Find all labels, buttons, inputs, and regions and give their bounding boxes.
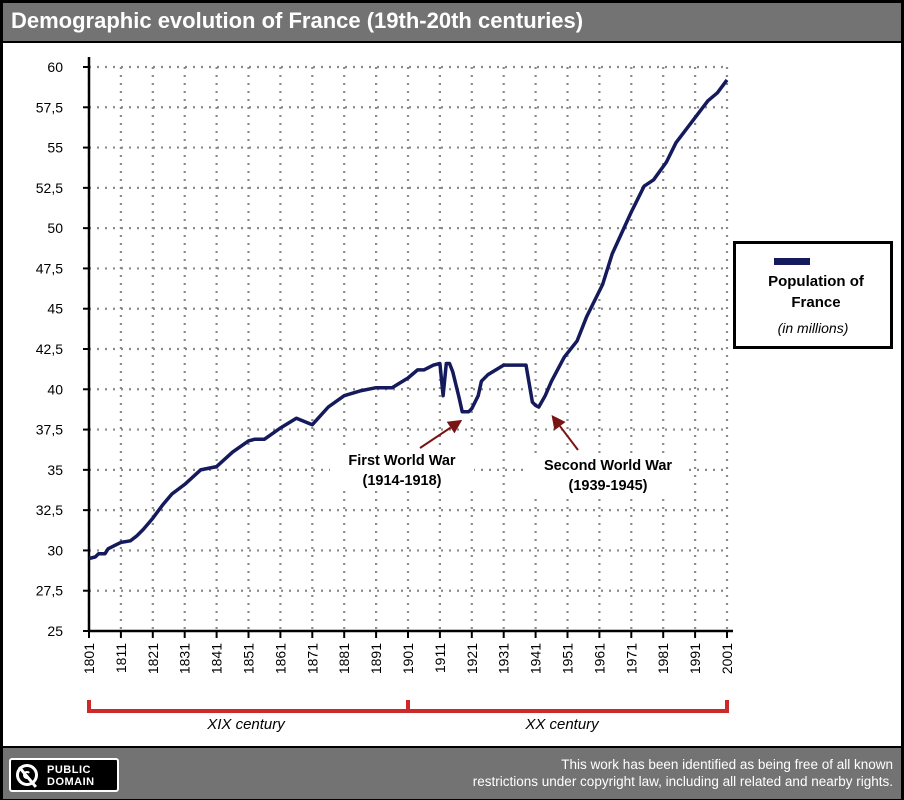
y-tick-label: 55 — [47, 140, 63, 156]
y-tick-label: 52,5 — [36, 180, 63, 196]
x-tick-label: 1961 — [591, 643, 607, 674]
legend-swatch — [774, 258, 810, 265]
century-bracket — [87, 700, 410, 713]
x-tick-label: 1941 — [528, 643, 544, 674]
x-tick-label: 1901 — [400, 643, 416, 674]
annotation-second-world-war: Second World War (1939-1945) — [528, 456, 688, 496]
annotation-arrow-head — [446, 419, 463, 434]
x-tick-label: 1821 — [145, 643, 161, 674]
y-tick-label: 35 — [47, 462, 63, 478]
annotation-ww2-years: (1939-1945) — [568, 478, 648, 494]
legend-label: Population of France — [768, 273, 864, 311]
annotation-first-world-war: First World War (1914-1918) — [330, 451, 474, 491]
legend-unit: (in millions) — [777, 320, 849, 336]
legend: Population of France (in millions) — [733, 241, 893, 349]
annotation-arrow-head — [551, 415, 566, 431]
annotation-ww1-years: (1914-1918) — [362, 473, 442, 489]
badge-text-public: PUBLIC — [47, 764, 91, 776]
x-tick-label: 1981 — [655, 643, 671, 674]
x-tick-label: 1991 — [687, 643, 703, 674]
badge-text-domain: DOMAIN — [47, 776, 95, 788]
chart-title: Demographic evolution of France (19th-20… — [11, 8, 584, 33]
x-tick-label: 1931 — [496, 643, 512, 674]
century-label-xix: XIX century — [196, 716, 296, 733]
y-tick-label: 60 — [47, 59, 63, 75]
x-tick-label: 1971 — [623, 643, 639, 674]
grid — [87, 65, 729, 631]
y-tick-label: 50 — [47, 220, 63, 236]
century-label-xx: XX century — [512, 716, 612, 733]
public-domain-badge: PUBLIC DOMAIN — [9, 758, 119, 792]
x-tick-label: 1811 — [113, 643, 129, 673]
y-tick-label: 27,5 — [36, 583, 63, 599]
title-bar: Demographic evolution of France (19th-20… — [3, 3, 901, 43]
y-tick-label: 42,5 — [36, 341, 63, 357]
series-line-population — [88, 78, 729, 561]
century-bracket — [406, 700, 729, 713]
x-tick-label: 1881 — [336, 643, 352, 674]
century-brackets — [87, 700, 729, 713]
x-tick-label: 1851 — [241, 643, 257, 674]
y-tick-label: 40 — [47, 381, 63, 397]
y-tick-label: 57,5 — [36, 99, 63, 115]
x-tick-label: 1951 — [560, 643, 576, 674]
x-tick-label: 1861 — [272, 643, 288, 674]
annotation-arrows — [419, 415, 579, 451]
x-tick-label: 1831 — [177, 643, 193, 674]
y-tick-label: 32,5 — [36, 502, 63, 518]
license-text-line2: restrictions under copyright law, includ… — [472, 774, 893, 789]
y-tick-label: 45 — [47, 301, 63, 317]
license-text-line1: This work has been identified as being f… — [561, 757, 893, 772]
axes: 25 27,5 30 32,5 35 37,5 40 42,5 45 47,5 50 52,5 55 57… — [36, 57, 735, 674]
annotation-arrow-shaft — [559, 425, 579, 451]
annotation-arrow-shaft — [419, 426, 452, 449]
y-tick-label: 47,5 — [36, 260, 63, 276]
series — [88, 78, 729, 561]
footer: PUBLIC DOMAIN This work has been identif… — [3, 746, 901, 799]
y-tick-label: 25 — [47, 623, 63, 639]
x-tick-label: 1801 — [81, 643, 97, 674]
annotation-ww1-title: First World War — [348, 453, 456, 469]
y-tick-label: 37,5 — [36, 422, 63, 438]
y-tick-label: 30 — [47, 542, 63, 558]
x-tick-label: 1921 — [464, 643, 480, 674]
x-tick-label: 2001 — [719, 643, 735, 674]
x-tick-label: 1911 — [432, 643, 448, 673]
x-tick-label: 1871 — [304, 643, 320, 674]
annotation-ww2-title: Second World War — [543, 458, 673, 474]
x-tick-label: 1841 — [209, 643, 225, 674]
x-tick-label: 1891 — [368, 643, 384, 674]
